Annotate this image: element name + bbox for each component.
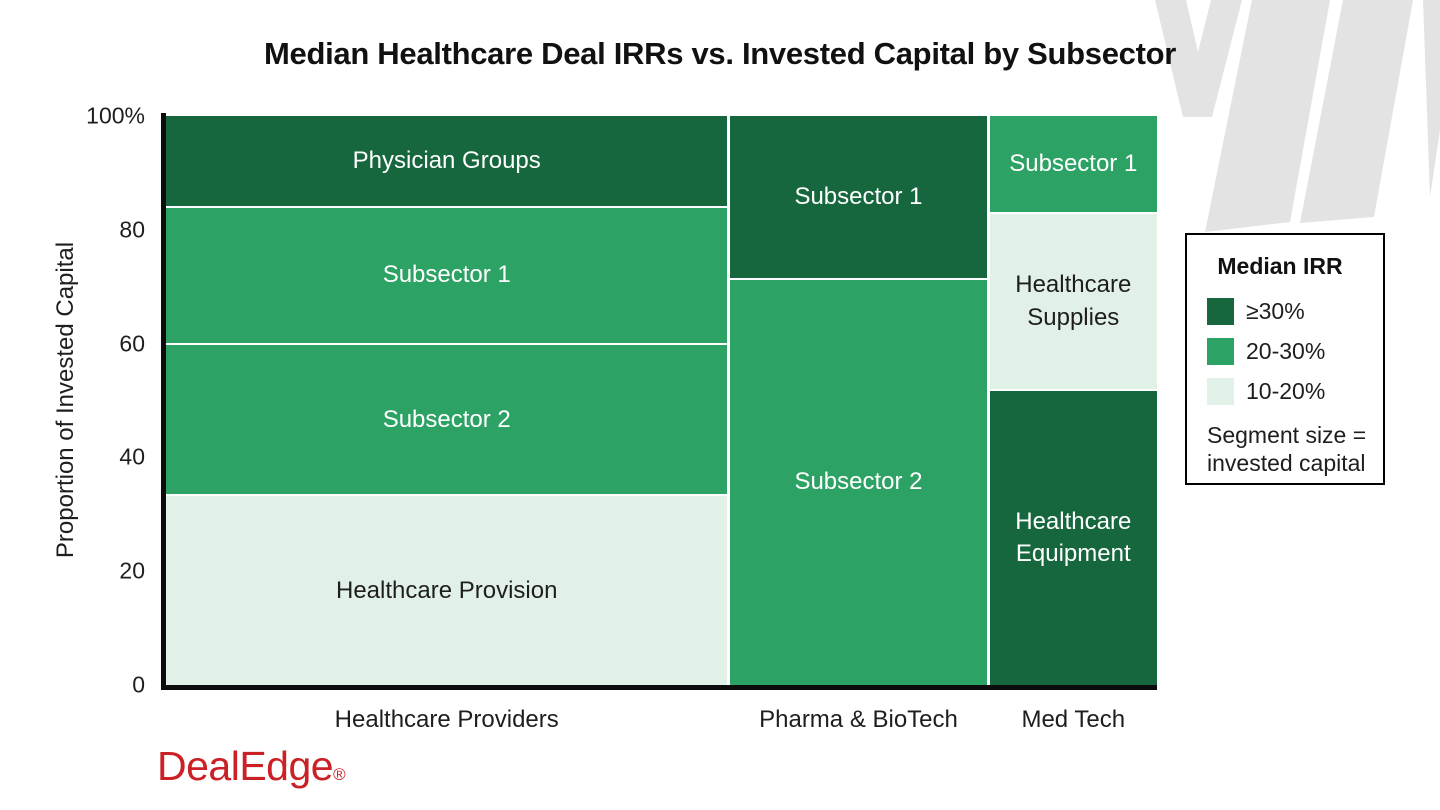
segment-label: Subsector 2 [382, 405, 511, 433]
x-axis-label-pharma-biotech: Pharma & BioTech [759, 706, 958, 733]
legend-title: Median IRR [1217, 253, 1343, 279]
segment-med-tech-healthcare-supplies: Healthcare Supplies [989, 214, 1157, 390]
y-tick-60: 60 [119, 330, 145, 357]
legend-note-line-2: invested capital [1207, 450, 1366, 477]
segment-healthcare-providers-healthcare-provision: Healthcare Provision [166, 496, 728, 685]
y-axis-line [161, 113, 166, 689]
y-tick-20: 20 [119, 557, 145, 584]
segment-healthcare-providers-subsector-1: Subsector 1 [166, 208, 728, 344]
mekko-column-healthcare-providers: Physician Groups Subsector 1 Subsector 2 He… [166, 116, 728, 685]
legend-item-label-irr-20-30: 20-30% [1246, 338, 1326, 364]
y-axis-ticks: 100% 80 60 40 20 0 [0, 103, 145, 698]
background-watermark [1155, 0, 1440, 232]
watermark-stripe-2 [1300, 0, 1413, 223]
segment-healthcare-providers-physician-groups: Physician Groups [166, 116, 728, 207]
segment-label: Healthcare Provision [336, 576, 558, 604]
segment-healthcare-providers-subsector-2: Subsector 2 [166, 345, 728, 495]
registered-trademark-mark: ® [333, 765, 346, 784]
segment-pharma-biotech-subsector-1: Subsector 1 [730, 116, 987, 278]
mekko-plot: Physician Groups Subsector 1 Subsector 2 He… [166, 116, 1157, 685]
legend-swatch-dark-green [1207, 298, 1234, 325]
y-tick-100pct: 100% [86, 102, 145, 129]
legend-item-label-irr-ge-30: ≥30% [1246, 298, 1305, 324]
legend-note: Segment size = invested capital [1207, 421, 1371, 477]
segment-med-tech-healthcare-equipment: Healthcare Equipment [989, 391, 1157, 685]
legend-swatch-medium-green [1207, 338, 1234, 365]
segment-pharma-biotech-subsector-2: Subsector 2 [730, 279, 987, 685]
segment-med-tech-subsector-1: Subsector 1 [989, 116, 1157, 213]
watermark-chevron [1155, 0, 1242, 117]
x-axis-line [161, 685, 1157, 690]
y-tick-80: 80 [119, 216, 145, 243]
segment-label: Physician Groups [352, 146, 541, 174]
legend-item-irr-10-20: 10-20% [1207, 378, 1371, 405]
logo-text: DealEdge [157, 743, 334, 789]
legend-item-irr-ge-30: ≥30% [1207, 298, 1371, 325]
legend-item-label-irr-10-20: 10-20% [1246, 378, 1326, 404]
y-tick-40: 40 [119, 443, 145, 470]
segment-label: Healthcare Equipment [1015, 507, 1132, 568]
segment-label: Subsector 1 [382, 261, 511, 289]
x-axis-label-healthcare-providers: Healthcare Providers [334, 706, 559, 733]
segment-label: Subsector 2 [794, 468, 923, 496]
chart-title: Median Healthcare Deal IRRs vs. Invested… [263, 36, 1177, 71]
legend-item-irr-20-30: 20-30% [1207, 338, 1371, 365]
watermark-stripe-1 [1205, 0, 1330, 232]
mekko-column-pharma-biotech: Subsector 1 Subsector 2 [730, 116, 987, 685]
mekko-column-med-tech: Subsector 1 Healthcare Supplies Healthcare… [989, 116, 1157, 685]
segment-label: Subsector 1 [794, 182, 923, 210]
x-axis-label-med-tech: Med Tech [1021, 706, 1126, 733]
watermark-stripe-3 [1423, 0, 1440, 197]
x-axis-labels: Healthcare Providers Pharma & BioTech Med … [166, 706, 1157, 734]
segment-label: Subsector 1 [1009, 149, 1138, 177]
legend: Median IRR ≥30% 20-30% 10-20% Segment si… [1185, 233, 1385, 485]
segment-label: Healthcare Supplies [1015, 271, 1132, 331]
dealedge-logo: DealEdge® [157, 743, 346, 790]
y-tick-0: 0 [132, 671, 145, 698]
legend-note-line-1: Segment size = [1207, 422, 1367, 448]
legend-swatch-light-green [1207, 378, 1234, 405]
